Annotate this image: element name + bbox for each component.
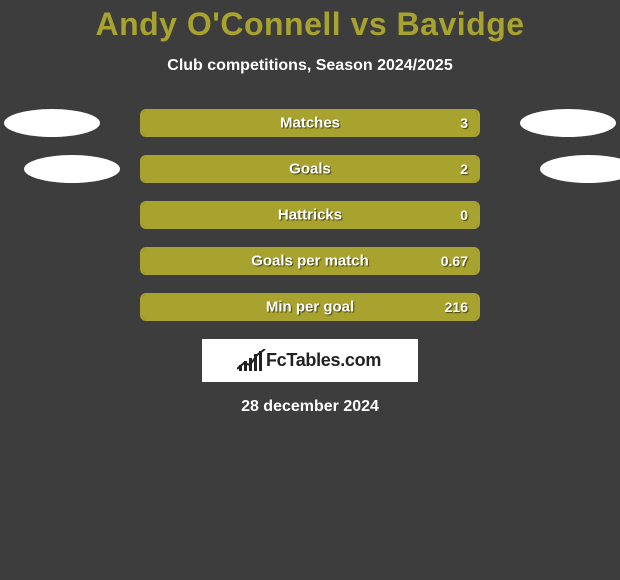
stat-value: 0 (460, 207, 468, 223)
stat-bar: Matches 3 (140, 109, 480, 137)
player-right-marker (540, 155, 620, 183)
player-right-marker (520, 109, 616, 137)
stat-row: Hattricks 0 (0, 201, 620, 229)
comparison-infographic: Andy O'Connell vs Bavidge Club competiti… (0, 0, 620, 416)
logo-trend-line-icon (237, 349, 267, 371)
stat-bar: Goals 2 (140, 155, 480, 183)
spacer (14, 247, 110, 275)
player-left-marker (4, 109, 100, 137)
stat-bar: Hattricks 0 (140, 201, 480, 229)
page-title: Andy O'Connell vs Bavidge (0, 6, 620, 43)
stat-bar: Min per goal 216 (140, 293, 480, 321)
stat-value: 0.67 (441, 253, 468, 269)
stat-row: Goals 2 (0, 155, 620, 183)
stat-value: 216 (445, 299, 468, 315)
logo-chart-icon (239, 351, 262, 371)
stat-label: Hattricks (278, 207, 342, 224)
stat-label: Goals per match (251, 253, 369, 270)
stat-row: Goals per match 0.67 (0, 247, 620, 275)
date-label: 28 december 2024 (0, 398, 620, 416)
spacer (510, 293, 606, 321)
subtitle: Club competitions, Season 2024/2025 (0, 57, 620, 75)
source-logo: FcTables.com (202, 339, 418, 382)
stat-value: 2 (460, 161, 468, 177)
stat-label: Goals (289, 161, 331, 178)
player-left-marker (24, 155, 120, 183)
spacer (14, 293, 110, 321)
logo-text: FcTables.com (266, 350, 381, 371)
spacer (510, 247, 606, 275)
stats-area: Matches 3 Goals 2 Hattricks 0 Goals per match 0… (0, 109, 620, 321)
stat-row: Min per goal 216 (0, 293, 620, 321)
stat-label: Matches (280, 115, 340, 132)
spacer (510, 201, 606, 229)
stat-value: 3 (460, 115, 468, 131)
stat-bar: Goals per match 0.67 (140, 247, 480, 275)
stat-row: Matches 3 (0, 109, 620, 137)
spacer (14, 201, 110, 229)
stat-label: Min per goal (266, 299, 354, 316)
